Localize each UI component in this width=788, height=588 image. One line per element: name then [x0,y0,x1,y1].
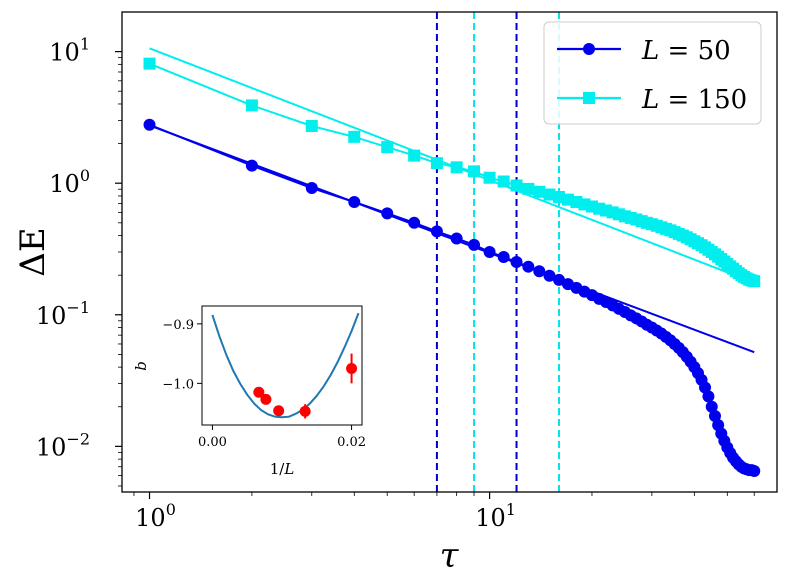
point-L50-10 [497,250,510,263]
legend: L = 50 L = 150 [543,21,762,125]
legend-marker-l150 [583,92,595,104]
y-tick-label-3-exp: −2 [66,429,90,448]
y-tick-label-3-base: 10 [36,433,67,461]
y-tick-label-2-exp: −1 [66,298,90,317]
point-L50-13 [533,265,546,278]
point-L50-3 [348,195,361,208]
inset-axes-ticks: 0.00 0.02 −0.9 −1.0 [162,318,366,450]
legend-marker-l50 [583,43,595,55]
legend-rest-l50: = 50 [659,36,730,66]
point-L50-59 [748,464,761,477]
point-L50-11 [510,255,523,268]
point-L50-12 [522,260,535,273]
y-tick-label-0: 101 [49,35,90,67]
y-tick-label-2: 10−1 [36,298,90,330]
y-axis-label: ΔE [13,227,53,276]
point-L50-2 [305,181,318,194]
point-L150-4 [381,141,394,154]
legend-var-l150: L [641,85,659,115]
x-tick-label-1-base: 10 [475,504,506,532]
point-L50-43 [702,390,715,403]
inset-point-1 [260,393,272,405]
point-L50-14 [543,269,556,282]
y-tick-label-0-base: 10 [49,39,80,67]
inset-y-tick-label-0: −0.9 [162,318,194,333]
inset-x-tick-label-1: 0.02 [337,435,366,450]
point-L150-7 [450,161,463,174]
point-L50-15 [553,273,566,286]
inset-x-tick-label-0: 0.00 [198,435,227,450]
point-L50-45 [708,410,721,423]
point-L50-4 [381,207,394,220]
y-tick-label-1: 100 [49,166,90,198]
y-tick-label-0-exp: 1 [80,35,90,54]
inset-point-4 [346,362,358,374]
point-L150-8 [468,165,481,178]
y-tick-label-3: 10−2 [36,429,90,461]
point-L150-9 [483,171,496,184]
point-L50-0 [143,118,156,131]
point-L50-44 [705,400,718,413]
x-tick-label-1: 101 [475,500,516,532]
point-L150-13 [533,185,546,198]
legend-entry-l150: L = 150 [557,85,747,115]
inset-frame [201,305,363,426]
inset-y-tick-label-1: −1.0 [162,377,194,392]
y-tick-label-1-base: 10 [49,170,80,198]
point-L50-9 [483,246,496,258]
inset-x-label-var: L [283,460,294,478]
point-L150-11 [510,179,523,192]
point-L150-6 [430,157,443,170]
point-L50-1 [245,159,258,172]
point-L50-6 [430,225,443,238]
point-L150-10 [497,175,510,188]
legend-label-l150: L = 150 [641,85,747,115]
inset-data-layer [211,312,360,419]
legend-var-l50: L [641,36,659,66]
point-L150-5 [408,149,421,162]
inset-point-2 [273,405,285,417]
x-tick-label-0-exp: 0 [166,500,176,519]
inset-point-3 [299,405,311,417]
y-tick-label-1-exp: 0 [80,166,90,185]
inset-x-label: 1/L [270,460,295,478]
point-L50-5 [408,216,421,229]
x-axis-label: τ [440,536,460,576]
y-tick-label-2-base: 10 [36,302,67,330]
x-tick-label-0: 100 [135,500,176,532]
inset-y-label: b [132,361,150,371]
inset-fit-curve [211,312,360,419]
legend-rest-l150: = 150 [659,85,747,115]
x-tick-label-1-exp: 1 [506,500,516,519]
inset-point-0 [253,386,265,398]
point-L150-14 [543,188,556,201]
point-L150-1 [245,99,258,112]
x-tick-label-0-base: 10 [135,504,166,532]
point-L150-3 [348,130,361,143]
point-L50-7 [450,232,463,245]
point-L150-12 [522,182,535,195]
point-L150-59 [748,275,761,288]
legend-entry-l50: L = 50 [557,36,731,66]
point-L150-2 [305,120,318,133]
legend-label-l50: L = 50 [641,36,731,66]
point-L50-8 [468,238,481,251]
inset-plot: 0.00 0.02 −0.9 −1.0 1/L b [132,305,366,478]
point-L150-0 [143,57,156,70]
data-layer [143,12,761,492]
